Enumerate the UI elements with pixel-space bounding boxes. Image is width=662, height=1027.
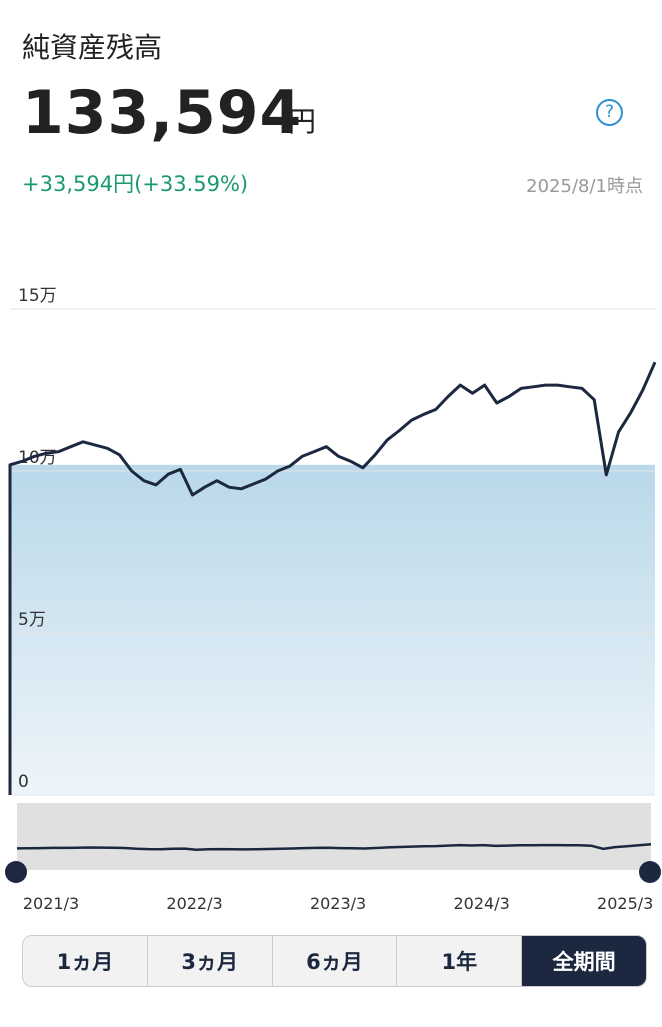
- y-tick-label: 10万: [18, 448, 57, 468]
- range-handle[interactable]: [5, 861, 27, 883]
- x-tick-label: 2025/3: [597, 894, 653, 913]
- range-button[interactable]: 3ヵ月: [148, 936, 273, 986]
- unit: 円: [288, 105, 317, 138]
- line: [8, 361, 657, 795]
- navigator-line: [16, 842, 652, 851]
- y-tick-label: 15万: [18, 286, 57, 306]
- chart: 0 5万 10万 15万 2021/3 2022/3 2023/3 2024/3 2025/3: [5, 286, 661, 913]
- x-tick-label: 2023/3: [310, 894, 366, 913]
- balance: 133,594: [22, 78, 303, 148]
- area-fill: [10, 464, 655, 795]
- y-tick-label: 0: [18, 772, 29, 792]
- range-button[interactable]: 全期間: [522, 936, 646, 986]
- as-of-date: 2025/8/1時点: [526, 176, 643, 197]
- help-icon[interactable]: ?: [596, 99, 623, 126]
- title: 純資産残高: [22, 31, 163, 64]
- range-buttons: 1ヵ月 3ヵ月 6ヵ月 1年 全期間: [22, 935, 647, 987]
- x-tick-label: 2024/3: [453, 894, 509, 913]
- range-button[interactable]: 1年: [397, 936, 523, 986]
- navigator: [17, 803, 651, 870]
- range-button[interactable]: 6ヵ月: [273, 936, 398, 986]
- y-tick-label: 5万: [18, 610, 46, 630]
- range-handle[interactable]: [639, 861, 661, 883]
- change: +33,594円(+33.59%): [22, 172, 249, 196]
- range-button[interactable]: 1ヵ月: [23, 936, 148, 986]
- x-tick-label: 2022/3: [166, 894, 222, 913]
- x-tick-label: 2021/3: [23, 894, 79, 913]
